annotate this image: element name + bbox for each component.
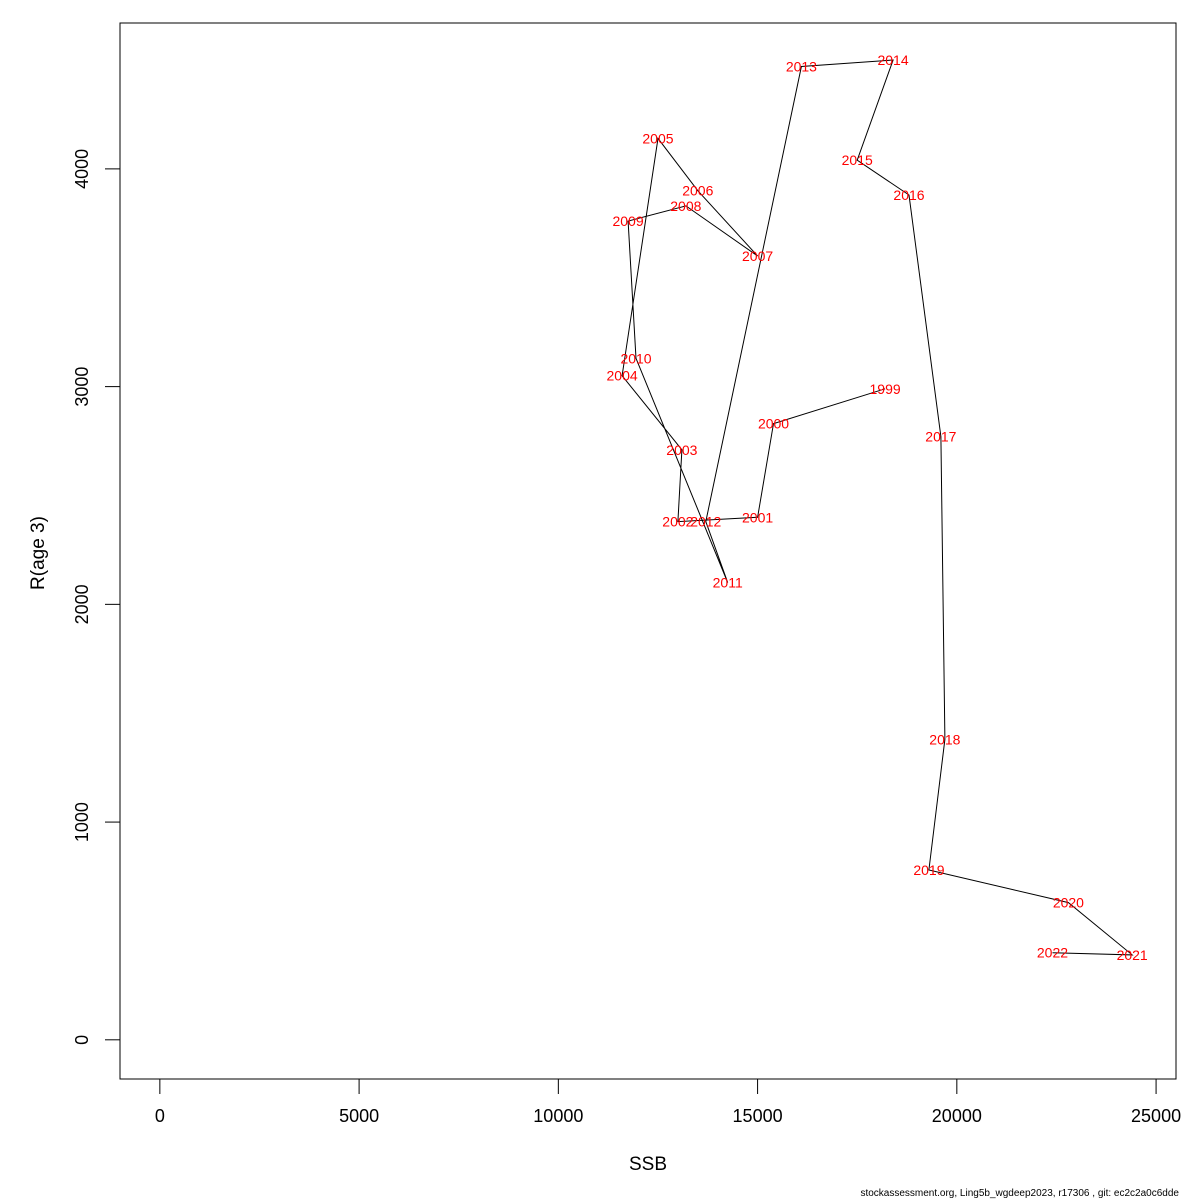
year-label-2001: 2001	[742, 509, 773, 525]
year-label-2019: 2019	[913, 862, 944, 878]
year-label-2008: 2008	[670, 198, 701, 214]
x-tick-label: 25000	[1131, 1106, 1181, 1126]
plot-frame	[119, 22, 1177, 1080]
year-label-2015: 2015	[842, 152, 873, 168]
year-label-1999: 1999	[870, 381, 901, 397]
y-tick-label: 1000	[72, 802, 92, 842]
year-label-2000: 2000	[758, 416, 789, 432]
x-tick-label: 10000	[533, 1106, 583, 1126]
y-axis-title: R(age 3)	[28, 516, 49, 590]
year-label-2018: 2018	[929, 731, 960, 747]
year-label-2013: 2013	[786, 59, 817, 75]
year-label-2011: 2011	[713, 575, 743, 591]
x-tick-label: 15000	[733, 1106, 783, 1126]
year-label-2014: 2014	[877, 52, 908, 68]
year-label-2007: 2007	[742, 248, 773, 264]
x-tick-label: 5000	[339, 1106, 379, 1126]
year-label-2009: 2009	[612, 213, 643, 229]
x-axis: 0 5000 10000 15000 20000 25000	[155, 1078, 1181, 1126]
year-label-2005: 2005	[642, 130, 673, 146]
x-tick-label: 0	[155, 1106, 165, 1126]
year-label-2017: 2017	[925, 429, 956, 445]
series-path-line	[621, 59, 1134, 956]
year-label-2006: 2006	[682, 183, 713, 199]
year-label-2020: 2020	[1053, 895, 1084, 911]
year-label-2016: 2016	[893, 187, 924, 203]
footer-credit: stockassessment.org, Ling5b_wgdeep2023, …	[860, 1188, 1179, 1199]
year-label-2022: 2022	[1037, 945, 1068, 961]
year-label-2010: 2010	[620, 350, 651, 366]
y-tick-label: 3000	[72, 367, 92, 407]
year-label-2004: 2004	[607, 368, 638, 384]
point-labels: 1999 2000 2001 2002 2003 2004 2005 2006 2007 2008…	[607, 52, 1148, 963]
x-axis-title: SSB	[629, 1154, 667, 1175]
year-label-2003: 2003	[666, 442, 697, 458]
x-tick-label: 20000	[932, 1106, 982, 1126]
y-axis: 0 1000 2000 3000 4000	[72, 149, 121, 1045]
year-label-2012: 2012	[690, 514, 721, 530]
y-tick-label: 2000	[72, 584, 92, 624]
y-tick-label: 0	[72, 1035, 92, 1045]
year-label-2021: 2021	[1117, 947, 1148, 963]
year-label-2002: 2002	[662, 514, 693, 530]
y-tick-label: 4000	[72, 149, 92, 189]
